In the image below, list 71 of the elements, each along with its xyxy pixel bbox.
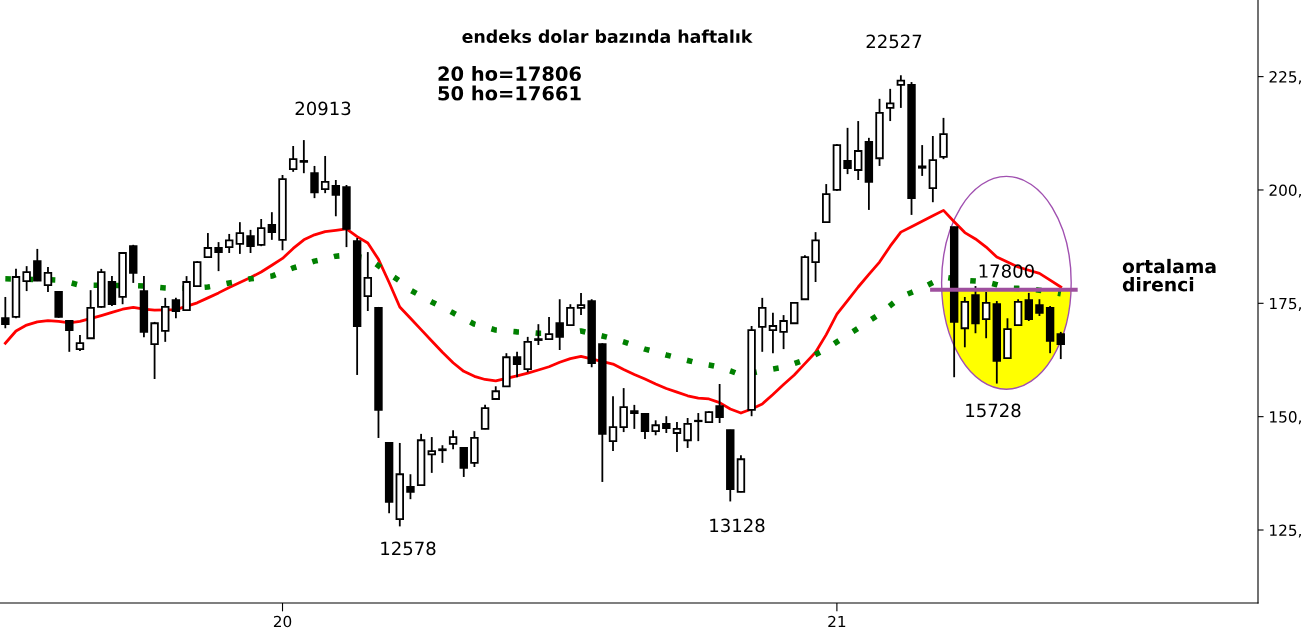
candlestick: [758, 296, 767, 353]
y-tick-label: 175,: [1270, 297, 1301, 311]
annotation: 13128: [710, 518, 765, 533]
candlestick: [885, 87, 895, 122]
y-tick-label: 150,: [1270, 411, 1301, 425]
candlestick: [1, 296, 10, 330]
candlestick: [1013, 298, 1023, 327]
annotation: 12578: [381, 541, 436, 556]
candlestick: [630, 403, 639, 430]
annotation: 22527: [866, 34, 922, 49]
candlestick: [246, 228, 255, 254]
candlestick: [299, 139, 309, 175]
candlestick: [1056, 330, 1065, 360]
candlestick: [683, 417, 692, 449]
text: endeks dolar bazında haftalık: [462, 29, 753, 44]
candlestick: [939, 116, 948, 161]
candlestick: [406, 473, 415, 501]
annotation: 15728: [966, 403, 1021, 418]
candlestick: [779, 314, 788, 351]
ref-line-label: 17800: [979, 264, 1034, 278]
candlestick: [576, 291, 586, 317]
annotation: ortalama direnci: [1122, 258, 1216, 292]
candlestick: [619, 387, 628, 433]
candlestick: [288, 145, 298, 173]
y-tick-label: 125,: [1270, 524, 1301, 538]
candlestick: [225, 233, 234, 254]
candlestick: [33, 248, 42, 283]
candlestick: [363, 251, 373, 312]
candlestick: [544, 316, 554, 341]
candlestick: [267, 211, 277, 241]
candlestick: [150, 320, 159, 380]
x-tick-label: 20: [273, 615, 292, 628]
candlestick: [459, 446, 468, 478]
candlestick: [22, 265, 31, 292]
candlestick: [843, 126, 852, 176]
candlestick: [235, 221, 245, 255]
candlestick: [107, 275, 117, 307]
candlestick: [256, 218, 266, 248]
candlestick: [694, 412, 703, 443]
candlestick: [715, 383, 724, 424]
x-tick-label: 21: [828, 615, 846, 628]
y-tick-label: 200,: [1269, 184, 1301, 198]
candlestick: [427, 436, 436, 474]
y-tick-label: 225,: [1269, 71, 1301, 85]
candlestick: [555, 298, 564, 351]
candlestick: [1024, 291, 1033, 322]
candlestick: [512, 350, 522, 379]
candlestick: [171, 296, 181, 320]
candlestick: [768, 311, 778, 355]
candlestick: [480, 403, 490, 431]
annotation: 20913: [295, 101, 351, 116]
candlestick: [331, 179, 341, 218]
candlestick: [672, 421, 682, 453]
candlestick: [203, 232, 213, 259]
candlestick: [640, 412, 650, 440]
candlestick: [534, 323, 543, 346]
candlestick: [43, 266, 53, 293]
text: 20 ho=17806 50 ho=17661: [438, 66, 581, 101]
candlestick: [566, 303, 575, 327]
candlestick: [981, 291, 991, 340]
candlestick: [214, 241, 223, 273]
candlestick: [320, 155, 330, 195]
candlestick: [917, 144, 927, 177]
candlestick: [310, 165, 319, 200]
candlestick: [854, 120, 863, 181]
candlestick: [790, 301, 799, 325]
candlestick: [448, 429, 458, 451]
candlestick: [811, 231, 820, 283]
candlestick: [896, 74, 906, 109]
candlestick: [65, 319, 74, 353]
candlestick: [608, 395, 618, 453]
